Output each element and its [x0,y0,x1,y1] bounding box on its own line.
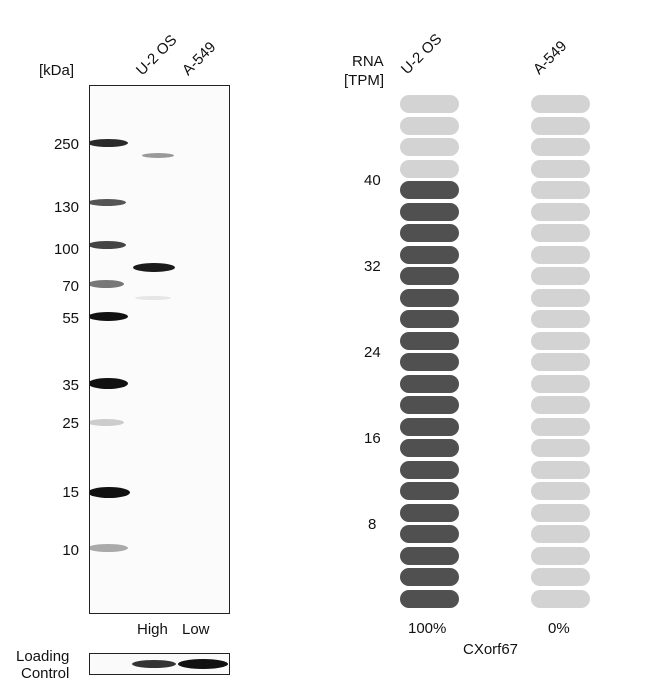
gene-name: CXorf67 [463,641,519,658]
rna-pill-u2os-21 [400,159,459,178]
marker-label-35: 35 [62,377,79,394]
rna-column-label-a549: A-549 [529,37,571,78]
rna-pill-a549-18 [531,224,590,242]
ladder-band-250 [90,139,128,147]
ladder-band-130 [90,199,126,206]
rna-pill-a549-19 [531,202,590,221]
rna-tick-8: 8 [368,516,377,533]
rna-tick-40: 40 [364,172,381,189]
rna-pill-a549-11 [531,374,590,393]
expression-label-low: Low [182,621,210,638]
ladder-band-10 [90,544,128,552]
ladder-band-25 [90,419,124,426]
rna-pill-a549-2 [531,568,590,586]
rna-pill-u2os-18 [400,224,459,242]
marker-label-55: 55 [62,310,79,327]
rna-pill-u2os-11 [400,374,459,393]
lane-label-u2os: U-2 OS [132,31,181,79]
rna-pill-a549-6 [531,482,590,500]
rna-pill-u2os-2 [400,568,459,586]
rna-pill-a549-4 [531,525,590,543]
rna-pill-a549-16 [531,267,590,285]
rna-pill-a549-10 [531,396,590,414]
rna-pill-a549-1 [531,589,590,608]
rna-column-label-u2os: U-2 OS [397,30,446,78]
kda-unit-label: [kDa] [39,62,75,79]
loading-control-label-line1: Loading [16,648,70,665]
marker-label-25: 25 [62,415,79,432]
rna-axis-title-line2: [TPM] [344,72,384,89]
rna-pill-a549-7 [531,460,590,479]
lane-label-a549: A-549 [178,38,220,79]
rna-pill-a549-13 [531,331,590,350]
rna-pill-u2os-13 [400,331,459,350]
rna-pill-u2os-9 [400,417,459,436]
rna-pill-a549-15 [531,288,590,307]
rna-pill-u2os-19 [400,202,459,221]
loading-control-image [89,653,230,675]
rna-pill-a549-5 [531,503,590,522]
rna-pill-a549-14 [531,310,590,328]
rna-pill-a549-17 [531,245,590,264]
rna-pill-u2os-22 [400,138,459,156]
rna-pill-a549-3 [531,546,590,565]
rna-column-a549 [531,95,590,609]
rna-tick-32: 32 [364,258,381,275]
u2os-minor-band [135,296,171,300]
rna-pill-u2os-16 [400,267,459,285]
rna-pill-a549-23 [531,116,590,135]
ladder-band-70 [90,280,124,288]
rna-pill-u2os-17 [400,245,459,264]
ladder-band-100 [90,241,126,249]
rna-pill-a549-8 [531,439,590,457]
rna-tick-16: 16 [364,430,381,447]
ladder-band-15 [90,487,130,498]
rna-pill-u2os-4 [400,525,459,543]
marker-label-10: 10 [62,542,79,559]
rna-pill-u2os-23 [400,116,459,135]
rna-pill-u2os-10 [400,396,459,414]
rna-axis-title-line1: RNA [352,53,384,70]
rna-pill-u2os-8 [400,439,459,457]
rna-column-u2os [400,95,459,609]
rna-pill-u2os-5 [400,503,459,522]
rna-percentage-a549: 0% [548,620,570,637]
rna-pill-u2os-7 [400,460,459,479]
rna-pill-a549-22 [531,138,590,156]
u2os-faint-band [142,153,174,158]
marker-label-130: 130 [53,199,79,216]
ladder-band-55 [90,312,128,321]
u2os-main-band [133,263,175,272]
rna-pill-a549-20 [531,181,590,199]
ladder-band-35 [90,378,128,389]
loading-control-label-line2: Control [21,665,70,682]
marker-label-70: 70 [62,278,79,295]
rna-pill-u2os-1 [400,589,459,608]
marker-label-100: 100 [53,241,79,258]
loading-band-u2os [132,660,176,668]
rna-pill-a549-9 [531,417,590,436]
rna-pill-u2os-12 [400,353,459,371]
rna-tick-24: 24 [364,344,381,361]
rna-pill-u2os-20 [400,181,459,199]
rna-pill-u2os-15 [400,288,459,307]
rna-percentage-u2os: 100% [408,620,447,637]
rna-pill-a549-24 [531,95,590,113]
rna-pill-u2os-3 [400,546,459,565]
loading-band-a549 [178,659,228,669]
western-blot-image [89,85,230,614]
rna-pill-a549-21 [531,159,590,178]
rna-pill-u2os-24 [400,95,459,113]
rna-pill-u2os-14 [400,310,459,328]
marker-label-250: 250 [53,136,79,153]
marker-label-15: 15 [62,484,79,501]
rna-pill-a549-12 [531,353,590,371]
expression-label-high: High [137,621,168,638]
rna-pill-u2os-6 [400,482,459,500]
